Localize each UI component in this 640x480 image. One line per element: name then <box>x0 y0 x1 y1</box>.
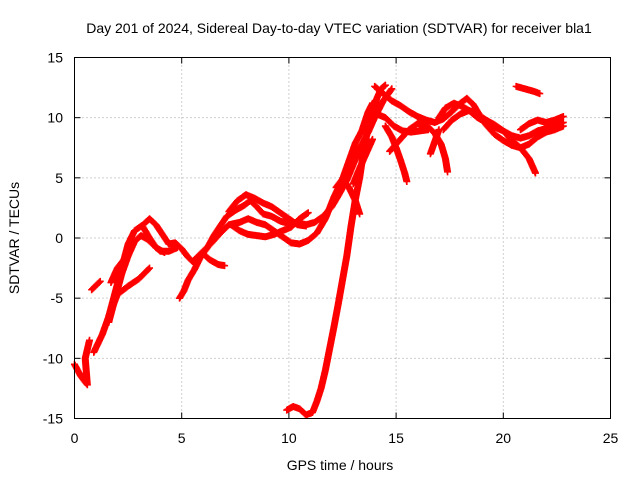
y-tick-labels: 15 10 5 0 -5 -10 -15 <box>43 50 63 427</box>
series-track-21 <box>435 99 567 142</box>
x-axis-label: GPS time / hours <box>287 457 394 473</box>
series-track-22 <box>512 82 544 98</box>
y-tick-label: 15 <box>47 50 63 66</box>
y-tick-label: -15 <box>43 411 63 427</box>
series-track-14 <box>332 175 364 218</box>
y-tick-label: -5 <box>51 290 64 306</box>
x-tick-label: 10 <box>281 430 297 446</box>
x-tick-label: 0 <box>71 430 79 446</box>
series-track-10 <box>193 250 229 270</box>
series-track-2 <box>88 277 104 294</box>
x-tick-label: 15 <box>388 430 404 446</box>
x-tick-label: 25 <box>603 430 619 446</box>
y-tick-label: 10 <box>47 110 63 126</box>
y-tick-label: -10 <box>43 350 63 366</box>
y-tick-label: 5 <box>55 170 63 186</box>
series-track-9 <box>191 99 377 264</box>
axis-ticks <box>74 57 611 419</box>
series-track-23 <box>516 112 567 134</box>
y-axis-label: SDTVAR / TECUs <box>6 182 22 294</box>
series-track-24 <box>426 126 443 158</box>
y-tick-label: 0 <box>55 230 63 246</box>
chart-title: Day 201 of 2024, Sidereal Day-to-day VTE… <box>86 20 592 36</box>
series-track-19 <box>373 110 432 136</box>
series-track-15 <box>349 135 377 188</box>
x-tick-label: 20 <box>496 430 512 446</box>
series-track-12 <box>227 209 312 241</box>
data-points <box>71 81 567 419</box>
x-tick-labels: 0 5 10 15 20 25 <box>71 430 619 446</box>
series-track-6 <box>107 256 128 287</box>
series-track-7 <box>139 223 169 256</box>
x-tick-label: 5 <box>178 430 186 446</box>
series-track-5 <box>105 264 154 320</box>
